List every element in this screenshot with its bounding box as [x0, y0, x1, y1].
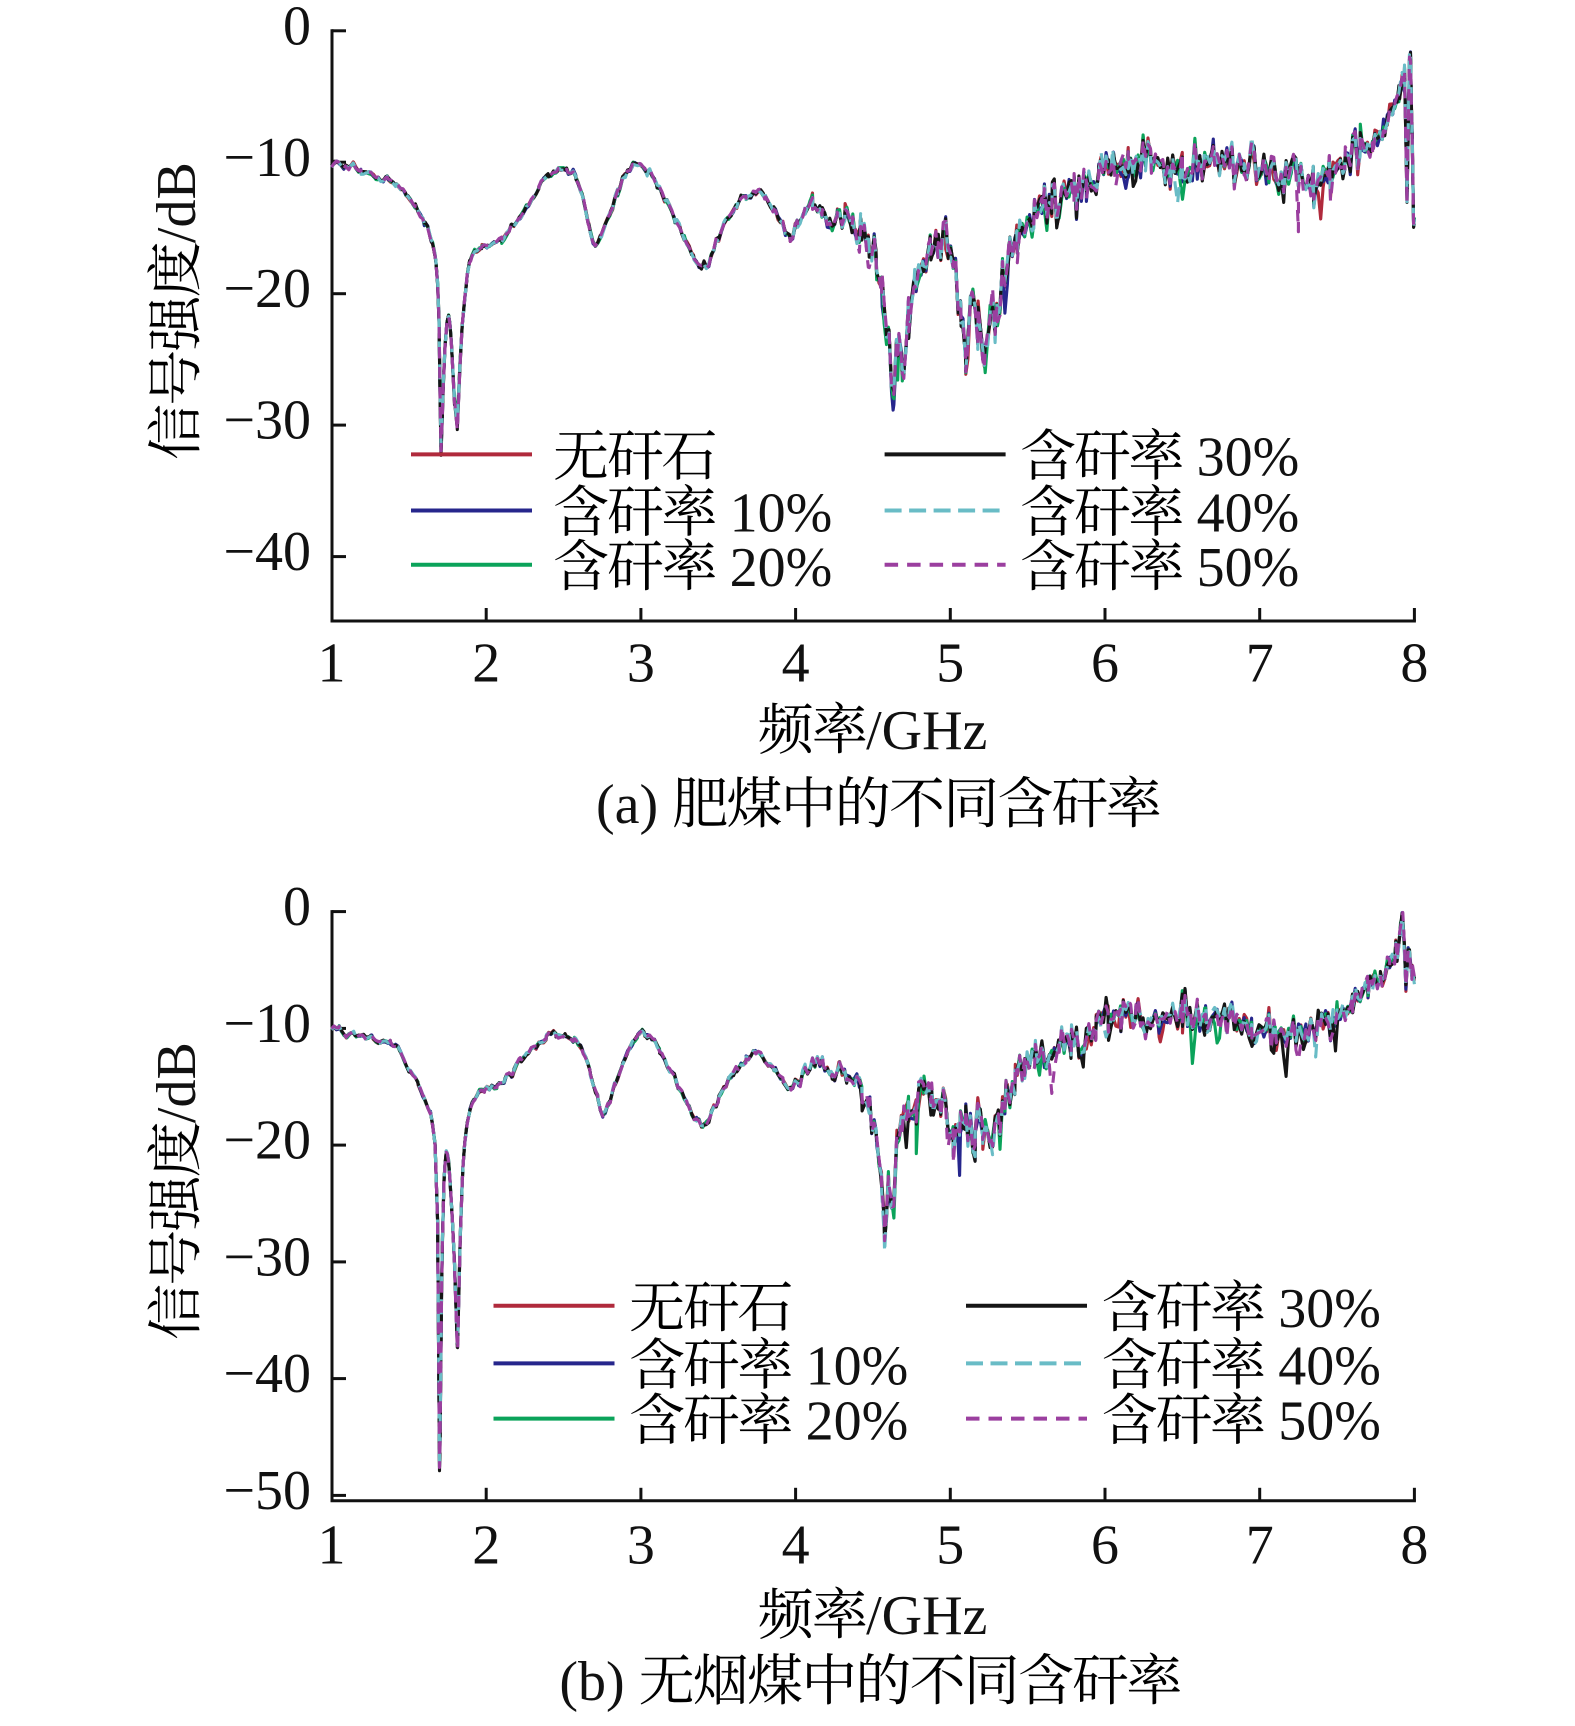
svg-text:−20: −20: [223, 258, 311, 320]
svg-text:−20: −20: [223, 1110, 311, 1172]
svg-text:3: 3: [627, 1515, 655, 1577]
svg-text:(b): (b): [559, 1651, 624, 1713]
svg-text:40%: 40%: [1278, 1335, 1381, 1397]
svg-text:4: 4: [782, 633, 810, 695]
svg-text:20%: 20%: [730, 537, 833, 599]
svg-text:−10: −10: [223, 127, 311, 189]
svg-text:−50: −50: [223, 1460, 311, 1522]
svg-text:5: 5: [936, 1515, 964, 1577]
svg-text:−10: −10: [223, 993, 311, 1055]
svg-text:0: 0: [283, 876, 311, 938]
svg-text:−40: −40: [223, 521, 311, 583]
svg-text:3: 3: [627, 633, 655, 695]
svg-text:7: 7: [1246, 1515, 1274, 1577]
svg-text:−30: −30: [223, 1226, 311, 1288]
svg-text:30%: 30%: [1197, 426, 1300, 488]
svg-text:20%: 20%: [806, 1391, 909, 1453]
svg-text:/GHz: /GHz: [866, 700, 987, 762]
svg-text:8: 8: [1400, 1515, 1428, 1577]
svg-text:1: 1: [318, 633, 346, 695]
svg-text:6: 6: [1091, 1515, 1119, 1577]
svg-text:8: 8: [1400, 633, 1428, 695]
svg-text:0: 0: [283, 0, 311, 57]
svg-text:7: 7: [1246, 633, 1274, 695]
svg-text:−40: −40: [223, 1343, 311, 1405]
svg-text:2: 2: [472, 633, 500, 695]
svg-text:40%: 40%: [1197, 483, 1300, 545]
svg-text:−30: −30: [223, 390, 311, 452]
svg-text:/dB: /dB: [146, 1042, 208, 1123]
svg-text:4: 4: [782, 1515, 810, 1577]
svg-text:1: 1: [318, 1515, 346, 1577]
svg-text:/GHz: /GHz: [866, 1585, 987, 1647]
svg-text:50%: 50%: [1197, 537, 1300, 599]
svg-text:10%: 10%: [730, 483, 833, 545]
svg-text:(a): (a): [596, 774, 658, 836]
svg-text:6: 6: [1091, 633, 1119, 695]
svg-text:/dB: /dB: [146, 162, 208, 243]
svg-text:5: 5: [936, 633, 964, 695]
svg-text:30%: 30%: [1278, 1278, 1381, 1340]
svg-text:10%: 10%: [806, 1335, 909, 1397]
svg-text:50%: 50%: [1278, 1391, 1381, 1453]
svg-text:2: 2: [472, 1515, 500, 1577]
